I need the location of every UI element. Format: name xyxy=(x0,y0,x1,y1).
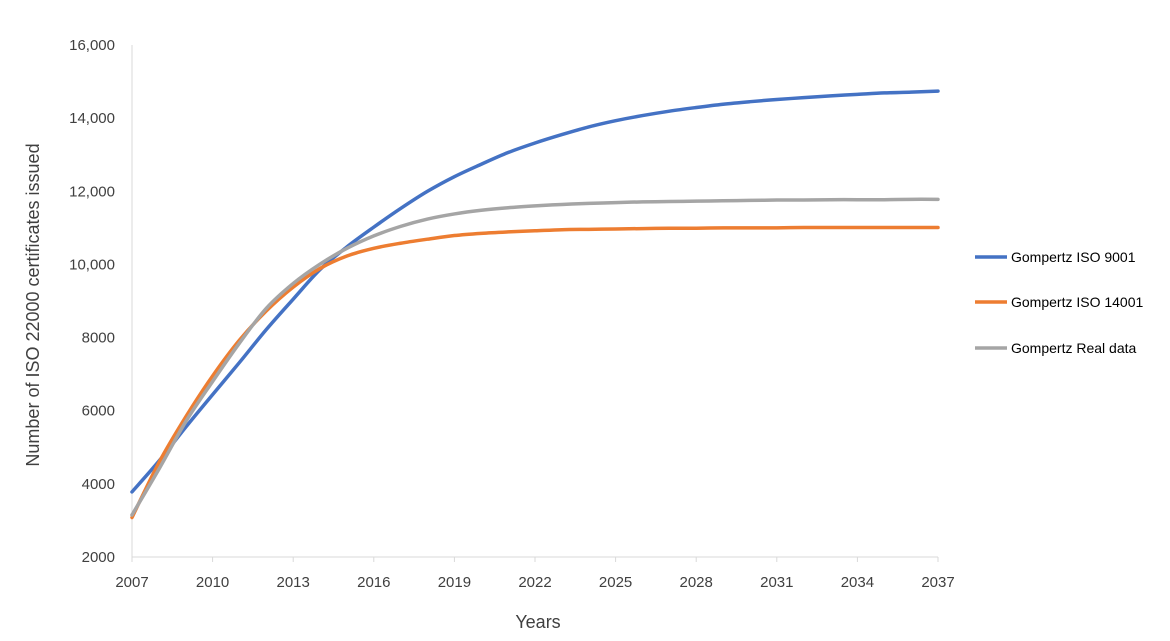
x-tick-label: 2013 xyxy=(277,574,310,591)
chart-axes xyxy=(131,45,938,558)
y-tick-label: 10,000 xyxy=(69,256,115,273)
legend-label: Gompertz ISO 14001 xyxy=(1011,294,1144,310)
y-tick-label: 16,000 xyxy=(69,37,115,54)
series-lines xyxy=(130,89,940,520)
series-line-1 xyxy=(130,89,940,494)
series-line-2 xyxy=(130,225,940,520)
x-tick-label: 2019 xyxy=(438,574,471,591)
y-axis-ticks: 2000 4000 6000 8000 10,000 12,000 14,000 16,000 xyxy=(69,37,115,566)
x-tick-label: 2022 xyxy=(518,574,551,591)
series-line-3 xyxy=(130,197,940,517)
x-tick-label: 2016 xyxy=(357,574,390,591)
y-tick-label: 2000 xyxy=(82,549,115,566)
x-axis-title: Years xyxy=(515,612,560,632)
x-tick-label: 2034 xyxy=(841,574,874,591)
chart-legend: Gompertz ISO 9001 Gompertz ISO 14001 Gompe… xyxy=(975,249,1144,356)
x-tick-label: 2010 xyxy=(196,574,229,591)
x-axis-ticks: 2007 2010 2013 2016 2019 2022 2025 2028 2031 2034… xyxy=(115,557,955,591)
x-tick-label: 2037 xyxy=(921,574,954,591)
x-tick-label: 2025 xyxy=(599,574,632,591)
legend-label: Gompertz Real data xyxy=(1011,340,1136,356)
y-tick-label: 12,000 xyxy=(69,183,115,200)
legend-label: Gompertz ISO 9001 xyxy=(1011,249,1136,265)
y-axis-title: Number of ISO 22000 certificates issued xyxy=(23,143,43,466)
x-tick-label: 2028 xyxy=(680,574,713,591)
x-tick-label: 2007 xyxy=(115,574,148,591)
x-tick-label: 2031 xyxy=(760,574,793,591)
y-tick-label: 4000 xyxy=(82,476,115,493)
y-tick-label: 8000 xyxy=(82,330,115,347)
y-tick-label: 6000 xyxy=(82,403,115,420)
y-tick-label: 14,000 xyxy=(69,110,115,127)
